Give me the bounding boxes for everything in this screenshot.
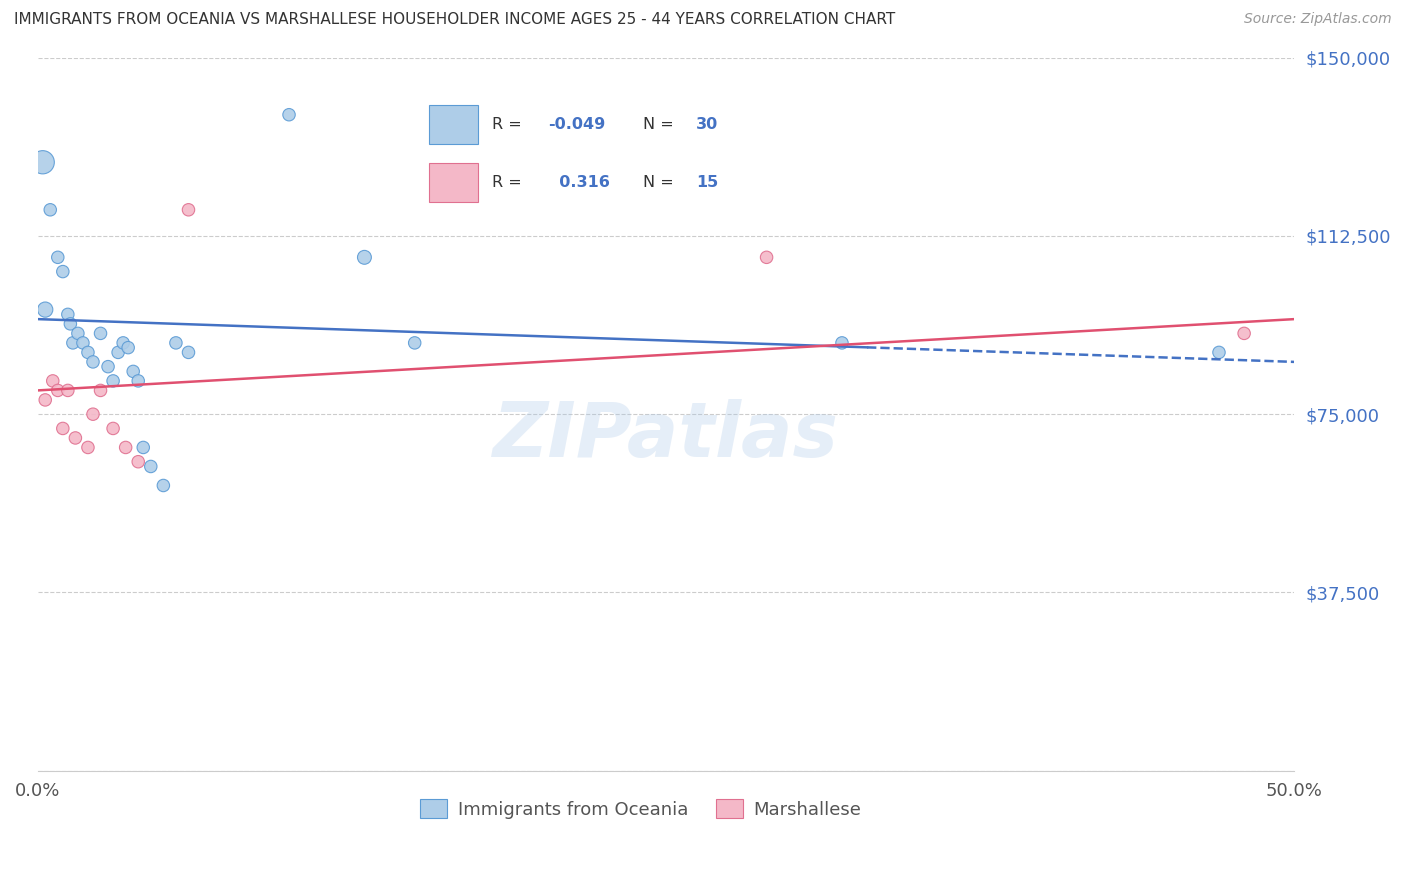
Point <box>831 335 853 350</box>
Point <box>56 384 79 398</box>
Point <box>77 345 100 359</box>
Point <box>42 374 65 388</box>
Point <box>112 335 135 350</box>
Point <box>82 355 104 369</box>
Point <box>152 478 174 492</box>
Point <box>66 326 89 341</box>
Point <box>56 307 79 321</box>
Point <box>65 431 87 445</box>
Point <box>101 374 124 388</box>
Point <box>97 359 120 374</box>
Point <box>177 345 200 359</box>
Point <box>114 441 136 455</box>
Point <box>77 441 100 455</box>
Point <box>278 108 301 122</box>
Point <box>165 335 187 350</box>
Point <box>127 374 149 388</box>
Point <box>127 455 149 469</box>
Point <box>177 202 200 217</box>
Point <box>1208 345 1230 359</box>
Legend: Immigrants from Oceania, Marshallese: Immigrants from Oceania, Marshallese <box>413 792 869 826</box>
Point <box>52 264 75 278</box>
Point <box>46 250 69 264</box>
Text: Source: ZipAtlas.com: Source: ZipAtlas.com <box>1244 12 1392 26</box>
Point <box>62 335 84 350</box>
Point <box>89 326 111 341</box>
Point <box>89 384 111 398</box>
Point <box>46 384 69 398</box>
Point <box>139 459 162 474</box>
Point <box>39 202 62 217</box>
Point <box>31 155 53 169</box>
Point <box>34 392 56 407</box>
Point <box>755 250 778 264</box>
Point <box>353 250 375 264</box>
Point <box>52 421 75 435</box>
Point <box>122 364 145 378</box>
Point <box>107 345 129 359</box>
Point <box>404 335 426 350</box>
Point <box>72 335 94 350</box>
Point <box>132 441 155 455</box>
Point <box>101 421 124 435</box>
Point <box>59 317 82 331</box>
Point <box>1233 326 1256 341</box>
Point <box>82 407 104 421</box>
Point <box>117 341 139 355</box>
Text: IMMIGRANTS FROM OCEANIA VS MARSHALLESE HOUSEHOLDER INCOME AGES 25 - 44 YEARS COR: IMMIGRANTS FROM OCEANIA VS MARSHALLESE H… <box>14 12 896 27</box>
Point <box>34 302 56 317</box>
Text: ZIPatlas: ZIPatlas <box>494 399 839 473</box>
